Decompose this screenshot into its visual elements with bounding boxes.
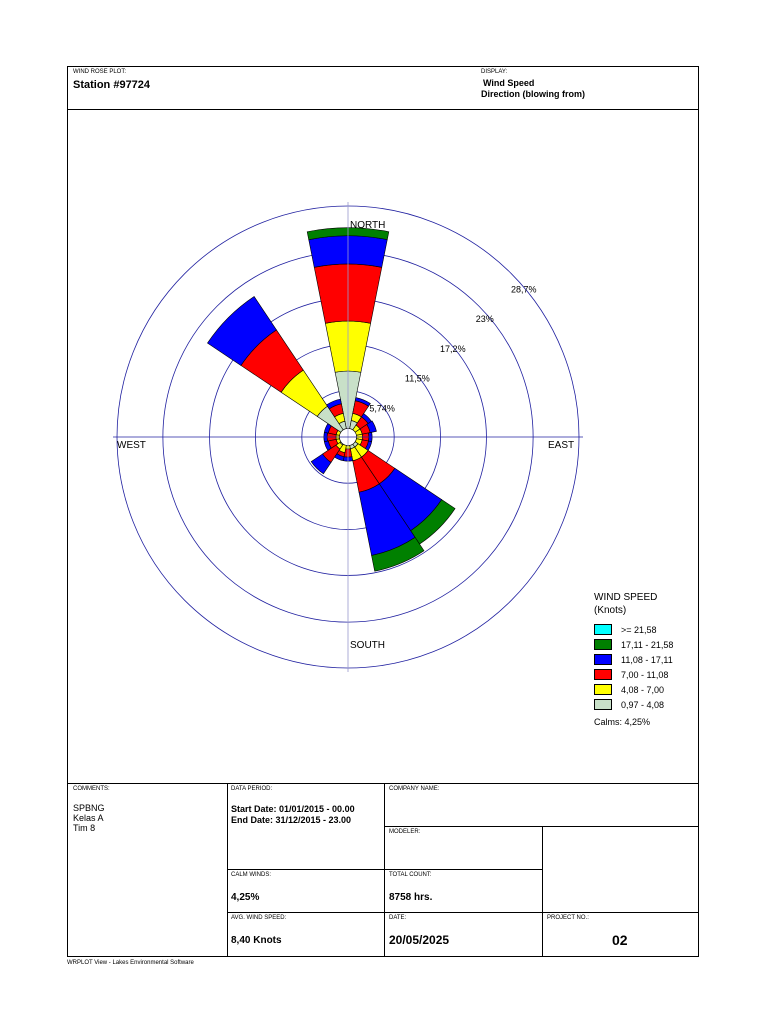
display-label: DISPLAY: xyxy=(481,69,508,75)
col-divider-1 xyxy=(227,783,228,957)
station-title: Station #97724 xyxy=(73,79,151,91)
legend-swatch xyxy=(594,624,612,635)
comments-line-2: Kelas A xyxy=(73,813,104,823)
software-credit: WRPLOT View - Lakes Environmental Softwa… xyxy=(67,960,194,966)
legend-calms: Calms: 4,25% xyxy=(594,717,651,727)
col-divider-3 xyxy=(542,826,543,957)
footer-divider xyxy=(67,783,699,784)
date-label: DATE: xyxy=(389,915,407,921)
plot-frame xyxy=(67,66,699,957)
date-value: 20/05/2025 xyxy=(389,933,450,947)
row-divider-3 xyxy=(227,912,699,913)
project-label: PROJECT NO.: xyxy=(547,915,589,921)
display-value: Wind Speed xyxy=(483,78,535,88)
comments-line-1: SPBNG xyxy=(73,803,105,813)
calm-winds-value: 4,25% xyxy=(231,892,260,903)
legend-label: >= 21,58 xyxy=(621,625,657,635)
legend-unit: (Knots) xyxy=(594,605,627,616)
legend-label: 0,97 - 4,08 xyxy=(621,700,665,710)
row-divider-2 xyxy=(227,869,543,870)
legend-swatch xyxy=(594,654,612,665)
avg-wind-value: 8,40 Knots xyxy=(231,935,282,946)
row-divider-1 xyxy=(384,826,699,827)
legend-title: WIND SPEED xyxy=(594,592,658,603)
legend-label: 7,00 - 11,08 xyxy=(621,670,669,680)
total-count-value: 8758 hrs. xyxy=(389,892,433,903)
legend-label: 4,08 - 7,00 xyxy=(621,685,665,695)
project-value: 02 xyxy=(612,932,628,948)
display-sub: Direction (blowing from) xyxy=(481,89,585,99)
legend-swatch xyxy=(594,684,612,695)
total-count-label: TOTAL COUNT: xyxy=(389,872,432,878)
comments-line-3: Tim 8 xyxy=(73,823,96,833)
calm-winds-label: CALM WINDS: xyxy=(231,872,272,878)
col-divider-2 xyxy=(384,783,385,957)
modeler-label: MODELER: xyxy=(389,829,421,835)
legend-swatch xyxy=(594,639,612,650)
legend-swatch xyxy=(594,669,612,680)
legend-label: 11,08 - 17,11 xyxy=(621,655,673,665)
legend-swatch xyxy=(594,699,612,710)
plot-label: WIND ROSE PLOT: xyxy=(73,69,127,75)
legend-label: 17,11 - 21,58 xyxy=(621,640,674,650)
comments-label: COMMENTS: xyxy=(73,786,110,792)
avg-wind-label: AVG. WIND SPEED: xyxy=(231,915,287,921)
start-date: Start Date: 01/01/2015 - 00.00 xyxy=(231,804,355,814)
company-label: COMPANY NAME: xyxy=(389,786,440,792)
end-date: End Date: 31/12/2015 - 23.00 xyxy=(231,815,352,825)
header-divider xyxy=(67,109,699,110)
data-period-label: DATA PERIOD: xyxy=(231,786,273,792)
